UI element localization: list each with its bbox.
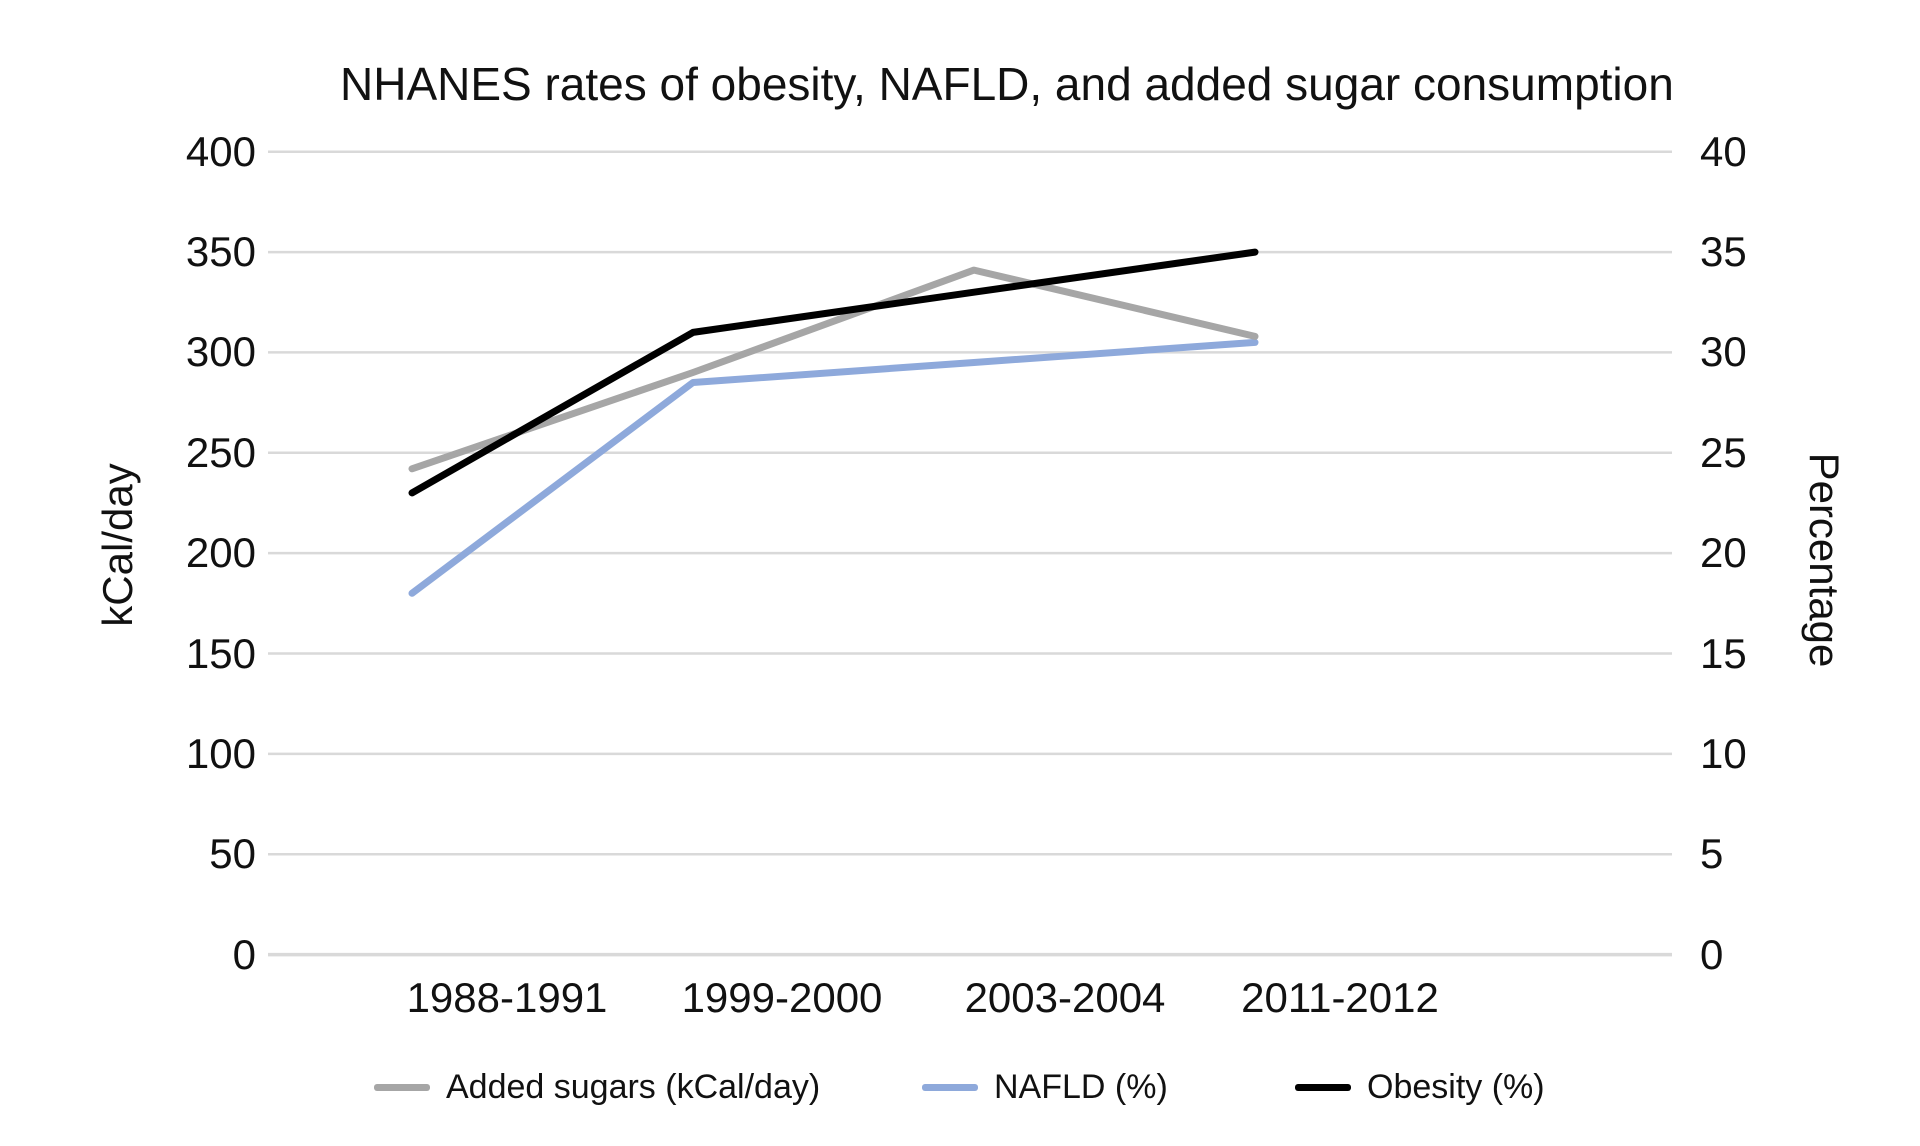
left-axis-tick: 400 (185, 127, 256, 175)
legend-dash-added-sugars (374, 1083, 430, 1091)
x-axis-label: 1999-2000 (681, 974, 883, 1021)
chart-title: NHANES rates of obesity, NAFLD, and adde… (340, 58, 1674, 110)
right-axis-tick: 10 (1700, 729, 1747, 777)
series-line-nafld (408, 338, 1259, 597)
right-axis-tick: 40 (1700, 127, 1747, 175)
right-axis-tick: 0 (1700, 930, 1724, 978)
right-axis-tick: 20 (1700, 529, 1747, 577)
x-axis-label: 2011-2012 (1241, 974, 1439, 1021)
left-axis-tick: 250 (185, 428, 256, 476)
left-axis-tick: 300 (185, 328, 256, 376)
x-axis-label: 1988-1991 (406, 974, 608, 1021)
right-axis-tick: 35 (1700, 228, 1747, 276)
right-axis-tick: 25 (1700, 428, 1747, 476)
left-axis-tick: 150 (185, 629, 256, 677)
legend-dash-obesity (1295, 1083, 1351, 1091)
left-axis-tick: 100 (185, 729, 256, 777)
right-axis-tick: 15 (1700, 629, 1747, 677)
right-axis-title: Percentage (1801, 452, 1848, 668)
left-axis-tick: 0 (232, 930, 256, 978)
legend-label-nafld: NAFLD (%) (994, 1068, 1168, 1106)
legend-item-obesity: Obesity (%) (1295, 1062, 1545, 1112)
left-axis-title: kCal/day (94, 463, 141, 627)
x-axis-label: 2003-2004 (964, 974, 1166, 1021)
left-axis-tick: 50 (209, 830, 256, 878)
legend-label-added-sugars: Added sugars (kCal/day) (446, 1068, 821, 1106)
left-axis-tick: 200 (185, 529, 256, 577)
legend-label-obesity: Obesity (%) (1367, 1068, 1545, 1106)
legend-item-added-sugars: Added sugars (kCal/day) (374, 1062, 820, 1112)
series-line-obesity (408, 248, 1259, 497)
legend-item-nafld: NAFLD (%) (922, 1062, 1168, 1112)
left-axis-tick: 350 (185, 228, 256, 276)
legend-dash-nafld (922, 1083, 978, 1091)
right-axis-tick: 30 (1700, 328, 1747, 376)
series-line-added-sugars-kcal-day (408, 266, 1259, 473)
right-axis-tick: 5 (1700, 830, 1724, 878)
